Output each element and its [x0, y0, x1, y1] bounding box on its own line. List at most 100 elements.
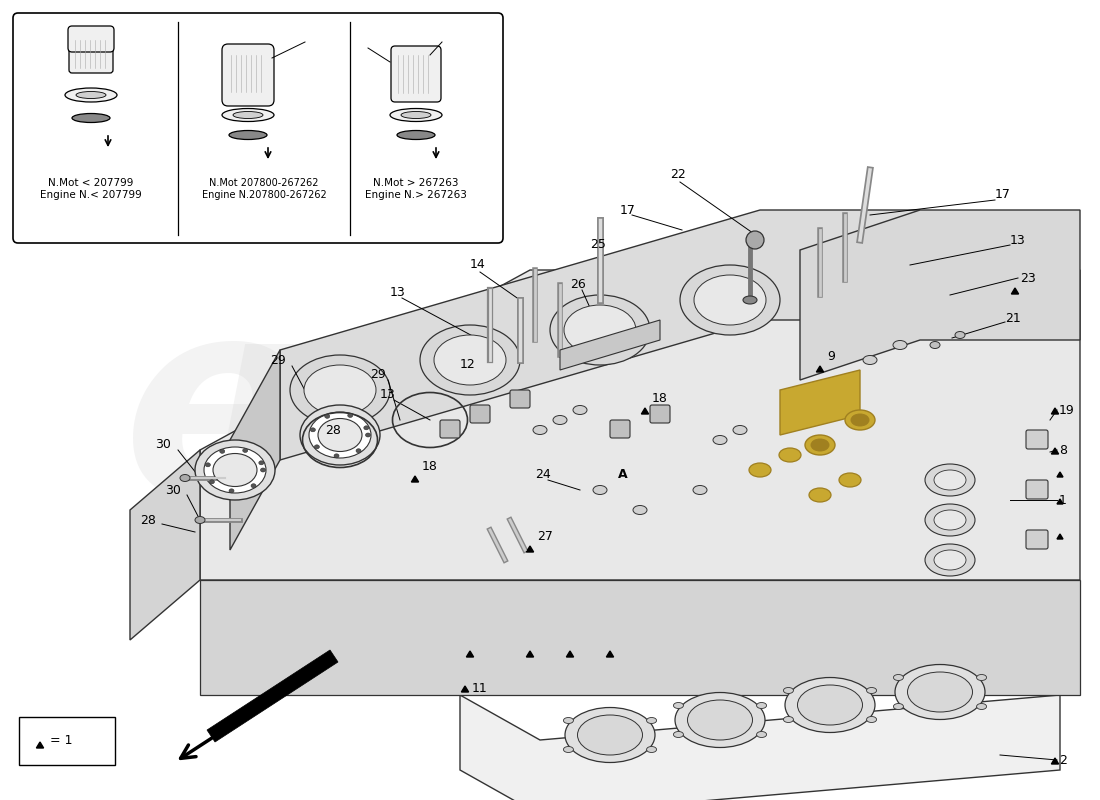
Ellipse shape	[348, 414, 353, 418]
FancyBboxPatch shape	[1026, 480, 1048, 499]
Text: A: A	[618, 469, 628, 482]
FancyBboxPatch shape	[1026, 430, 1048, 449]
Ellipse shape	[72, 114, 110, 122]
Ellipse shape	[934, 470, 966, 490]
Polygon shape	[130, 450, 200, 640]
Polygon shape	[641, 408, 649, 414]
Polygon shape	[566, 651, 573, 657]
Ellipse shape	[243, 449, 248, 453]
Polygon shape	[1011, 288, 1019, 294]
Text: 29: 29	[370, 369, 386, 382]
Ellipse shape	[563, 718, 573, 723]
Ellipse shape	[783, 717, 793, 722]
Ellipse shape	[977, 703, 987, 710]
Polygon shape	[560, 320, 660, 370]
Text: 25: 25	[755, 239, 1045, 441]
Ellipse shape	[356, 449, 361, 453]
Ellipse shape	[908, 672, 972, 712]
Ellipse shape	[365, 433, 371, 437]
Ellipse shape	[434, 335, 506, 385]
Text: A: A	[116, 148, 125, 162]
FancyBboxPatch shape	[19, 717, 116, 765]
Ellipse shape	[593, 486, 607, 494]
Ellipse shape	[233, 111, 263, 118]
Text: 30: 30	[155, 438, 170, 451]
Ellipse shape	[742, 296, 757, 304]
Text: 17: 17	[996, 189, 1011, 202]
Polygon shape	[461, 686, 469, 692]
Polygon shape	[230, 350, 280, 550]
Text: 4: 4	[20, 89, 28, 102]
Ellipse shape	[258, 461, 264, 465]
Text: 27: 27	[537, 530, 553, 542]
Polygon shape	[411, 476, 419, 482]
Polygon shape	[800, 210, 1080, 380]
Ellipse shape	[318, 418, 362, 451]
Polygon shape	[1057, 499, 1063, 504]
Ellipse shape	[229, 130, 267, 139]
Ellipse shape	[195, 517, 205, 523]
Polygon shape	[200, 580, 1080, 695]
Text: 17: 17	[620, 203, 636, 217]
FancyBboxPatch shape	[69, 35, 113, 73]
FancyBboxPatch shape	[510, 390, 530, 408]
Text: 2: 2	[1059, 754, 1067, 766]
FancyBboxPatch shape	[1026, 530, 1048, 549]
Ellipse shape	[204, 447, 266, 493]
Polygon shape	[200, 270, 1080, 580]
Text: 34: 34	[358, 31, 374, 45]
Text: = 1: = 1	[50, 734, 73, 746]
Ellipse shape	[534, 426, 547, 434]
FancyBboxPatch shape	[610, 420, 630, 438]
Ellipse shape	[564, 305, 636, 355]
Ellipse shape	[688, 700, 752, 740]
Ellipse shape	[309, 412, 371, 458]
FancyBboxPatch shape	[13, 13, 503, 243]
Polygon shape	[1057, 472, 1063, 477]
Polygon shape	[1057, 534, 1063, 539]
Ellipse shape	[925, 464, 975, 496]
Ellipse shape	[867, 687, 877, 694]
Ellipse shape	[839, 473, 861, 487]
Text: 14: 14	[470, 258, 486, 271]
Ellipse shape	[808, 488, 830, 502]
Text: 1985: 1985	[716, 576, 844, 624]
Ellipse shape	[675, 693, 764, 747]
Ellipse shape	[893, 674, 903, 681]
Ellipse shape	[925, 544, 975, 576]
Text: A: A	[275, 160, 286, 174]
Ellipse shape	[315, 445, 319, 449]
Ellipse shape	[550, 295, 650, 365]
Circle shape	[746, 231, 764, 249]
Ellipse shape	[893, 341, 907, 350]
Polygon shape	[780, 370, 860, 435]
Ellipse shape	[713, 435, 727, 445]
Ellipse shape	[783, 687, 793, 694]
Text: 25: 25	[590, 238, 606, 251]
FancyBboxPatch shape	[68, 26, 114, 52]
Ellipse shape	[647, 718, 657, 723]
Ellipse shape	[213, 454, 257, 486]
Ellipse shape	[209, 480, 214, 484]
FancyBboxPatch shape	[222, 44, 274, 106]
Ellipse shape	[573, 406, 587, 414]
Text: 29: 29	[270, 354, 286, 366]
Ellipse shape	[693, 486, 707, 494]
Ellipse shape	[390, 109, 442, 122]
Text: 33: 33	[285, 31, 300, 45]
Ellipse shape	[420, 325, 520, 395]
Polygon shape	[466, 651, 474, 657]
Ellipse shape	[925, 504, 975, 536]
Text: 18: 18	[422, 459, 438, 473]
FancyBboxPatch shape	[440, 420, 460, 438]
Text: 24: 24	[535, 469, 551, 482]
Text: 13: 13	[379, 389, 396, 402]
Ellipse shape	[845, 410, 875, 430]
Ellipse shape	[785, 678, 874, 733]
Ellipse shape	[324, 414, 330, 418]
Text: 13: 13	[1010, 234, 1025, 246]
Ellipse shape	[251, 484, 256, 488]
Ellipse shape	[673, 702, 683, 709]
Ellipse shape	[290, 355, 390, 425]
Ellipse shape	[864, 355, 877, 365]
